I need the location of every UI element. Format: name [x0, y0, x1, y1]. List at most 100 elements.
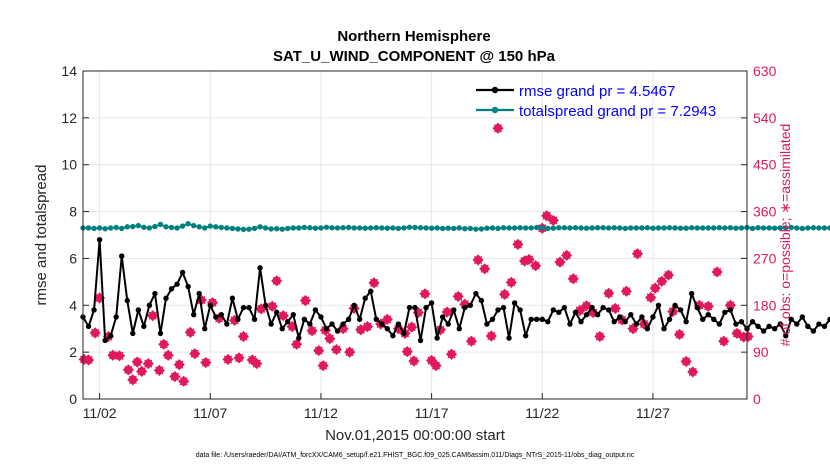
totalspread-point — [185, 221, 191, 227]
rmse-point — [96, 236, 103, 243]
chart-subtitle: SAT_U_WIND_COMPONENT @ 150 hPa — [273, 48, 556, 65]
totalspread-point — [550, 225, 557, 231]
obs-point — [306, 325, 318, 337]
totalspread-point — [124, 224, 130, 230]
totalspread-point — [484, 225, 490, 231]
obs-point — [485, 330, 497, 342]
obs-point — [136, 365, 148, 377]
totalspread-point — [439, 225, 446, 232]
rmse-point — [296, 335, 302, 341]
rmse-point — [545, 318, 551, 325]
totalspread-point — [716, 225, 723, 231]
legend-spread-text: totalspread grand pr = 7.2943 — [519, 103, 716, 120]
rmse-point — [384, 326, 391, 332]
rmse-point — [456, 326, 462, 332]
rmse-point — [273, 309, 280, 316]
obs-point — [419, 288, 431, 300]
totalspread-point — [705, 225, 711, 231]
rmse-point — [589, 304, 595, 311]
obs-point — [178, 375, 190, 387]
totalspread-point — [157, 221, 164, 228]
totalspread-point — [351, 225, 357, 231]
rmse-point — [334, 328, 341, 334]
rmse-point — [683, 318, 689, 325]
obs-point — [472, 254, 484, 266]
rmse-point — [644, 326, 651, 332]
obs-point — [479, 263, 491, 275]
totalspread-point — [135, 222, 142, 229]
totalspread-point — [561, 225, 568, 231]
y-right-tick-label: 270 — [753, 250, 777, 266]
rmse-point — [511, 300, 518, 306]
totalspread-point — [379, 225, 385, 231]
totalspread-point — [107, 225, 114, 231]
rmse-point — [799, 314, 806, 320]
totalspread-point — [113, 224, 119, 231]
y-axis-label: rmse and totalspread — [33, 165, 50, 306]
y-tick-label: 2 — [69, 344, 77, 360]
y-tick-label: 12 — [61, 110, 77, 126]
totalspread-point — [611, 225, 617, 231]
totalspread-point — [417, 225, 424, 231]
totalspread-point — [307, 225, 313, 231]
obs-point — [189, 348, 201, 360]
rmse-point — [262, 302, 269, 308]
rmse-point — [561, 304, 568, 311]
y-right-tick-label: 90 — [753, 344, 769, 360]
obs-point — [620, 285, 632, 297]
obs-point — [567, 273, 579, 285]
obs-point — [609, 302, 621, 314]
obs-point — [158, 338, 170, 350]
obs-point — [324, 333, 336, 345]
totalspread-point — [749, 225, 756, 232]
rmse-point — [218, 311, 225, 318]
x-tick-label: 11/12 — [304, 405, 338, 421]
y-tick-label: 4 — [69, 297, 77, 313]
totalspread-point — [96, 225, 103, 231]
totalspread-point — [163, 224, 169, 230]
totalspread-point — [722, 225, 728, 231]
rmse-point — [141, 323, 147, 330]
rmse-point — [401, 330, 407, 337]
totalspread-point — [666, 225, 673, 231]
y-right-tick-label: 180 — [753, 297, 777, 313]
totalspread-point — [356, 225, 363, 231]
obs-point — [153, 364, 165, 376]
totalspread-point — [235, 226, 241, 232]
obs-point — [344, 346, 356, 358]
totalspread-point — [329, 225, 335, 231]
totalspread-point — [141, 224, 147, 230]
rmse-point — [633, 321, 640, 327]
rmse-point — [285, 318, 291, 325]
totalspread-point — [827, 225, 830, 231]
obs-point — [645, 291, 657, 304]
rmse-point — [124, 297, 130, 304]
rmse-point — [312, 307, 319, 313]
totalspread-point — [688, 225, 695, 231]
obs-point — [594, 330, 606, 343]
totalspread-point — [589, 225, 595, 231]
obs-point — [441, 306, 453, 318]
totalspread-point — [500, 225, 507, 231]
rmse-series — [80, 236, 830, 344]
totalspread-point — [91, 225, 97, 232]
rmse-point — [810, 328, 817, 334]
totalspread-point — [821, 225, 828, 231]
rmse-point — [207, 302, 213, 308]
totalspread-point — [545, 225, 551, 232]
totalspread-point — [428, 225, 435, 231]
totalspread-point — [794, 225, 800, 231]
rmse-point — [622, 318, 628, 325]
rmse-point — [356, 316, 363, 323]
rmse-point — [677, 307, 684, 313]
rmse-point — [257, 265, 263, 271]
totalspread-point — [152, 223, 158, 230]
rmse-point — [135, 307, 142, 313]
totalspread-point — [644, 225, 651, 231]
y-axis-left: 0 2 4 6 8 10 12 14 — [61, 63, 89, 407]
obs-point — [361, 321, 374, 333]
totalspread-point — [279, 226, 285, 232]
totalspread-point — [296, 225, 302, 231]
totalspread-point — [240, 226, 247, 233]
